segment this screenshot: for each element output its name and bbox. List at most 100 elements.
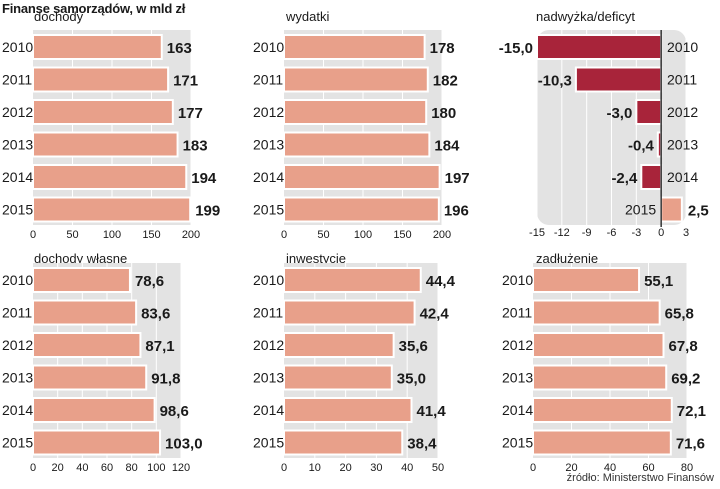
x-tick-label: 40 <box>401 462 413 474</box>
value-label: 194 <box>191 170 217 187</box>
x-tick-label: 80 <box>681 462 693 474</box>
source-note: źródło: Ministerstwo Finansów <box>566 472 714 484</box>
bar <box>32 164 188 190</box>
value-label: 69,2 <box>671 371 700 388</box>
value-label: 87,1 <box>145 338 174 355</box>
x-tick-label: -15 <box>529 227 545 239</box>
bar <box>283 299 416 326</box>
bar <box>283 196 440 223</box>
value-label: 197 <box>445 170 470 187</box>
value-label: 184 <box>434 138 460 155</box>
value-label: 71,6 <box>676 436 705 453</box>
x-tick-label: 100 <box>354 229 372 241</box>
year-label: 2014 <box>253 169 284 185</box>
bar <box>660 196 683 223</box>
panel-title: zadłużenie <box>536 251 598 266</box>
bar <box>32 99 174 125</box>
value-label: 199 <box>195 203 220 220</box>
bar <box>536 34 663 60</box>
year-label: 2013 <box>502 370 533 386</box>
value-label: -15,0 <box>499 40 533 57</box>
year-label: 2010 <box>2 39 33 55</box>
x-tick-label: 50 <box>317 229 329 241</box>
year-label: 2010 <box>667 39 698 55</box>
year-label: 2012 <box>253 337 284 353</box>
x-tick-label: 0 <box>281 229 287 241</box>
bar <box>283 267 422 293</box>
x-tick-label: 120 <box>172 462 190 474</box>
bar <box>32 267 131 293</box>
bar <box>635 99 663 125</box>
x-tick-label: 30 <box>370 462 382 474</box>
year-label: 2010 <box>253 39 284 55</box>
value-label: 91,8 <box>151 371 180 388</box>
x-tick-label: 60 <box>101 462 113 474</box>
year-label: 2015 <box>2 435 33 451</box>
panel-title: nadwyżka/deficyt <box>536 9 635 24</box>
bar <box>283 99 428 125</box>
x-tick-label: 100 <box>103 229 121 241</box>
x-tick-label: -3 <box>631 227 641 239</box>
x-tick-label: 200 <box>433 229 451 241</box>
figure-title: Finanse samorządów, w mld zł <box>2 1 186 16</box>
year-label: 2011 <box>667 72 697 88</box>
x-tick-label: 0 <box>30 229 36 241</box>
year-label: 2011 <box>502 305 532 321</box>
value-label: 35,0 <box>397 371 426 388</box>
bar <box>532 429 672 456</box>
value-label: -3,0 <box>606 105 632 122</box>
year-label: 2012 <box>2 337 33 353</box>
year-label: 2011 <box>2 72 32 88</box>
x-tick-label: 150 <box>393 229 411 241</box>
bar <box>532 397 673 423</box>
x-tick-label: 20 <box>52 462 64 474</box>
panel-title: dochody <box>34 9 84 24</box>
value-label: 171 <box>173 73 198 90</box>
year-label: 2014 <box>2 169 33 185</box>
year-label: 2014 <box>2 402 33 418</box>
x-tick-label: 20 <box>339 462 351 474</box>
value-label: -0,4 <box>628 138 655 155</box>
bar <box>532 267 641 293</box>
year-label: 2015 <box>253 202 284 218</box>
year-label: 2010 <box>2 272 33 288</box>
bar <box>532 299 661 326</box>
x-tick-label: 20 <box>565 462 577 474</box>
value-label: 42,4 <box>420 306 450 323</box>
value-label: -10,3 <box>538 73 572 90</box>
x-tick-label: 0 <box>30 462 36 474</box>
value-label: 178 <box>430 40 455 57</box>
bar <box>532 332 665 358</box>
bar <box>283 164 441 190</box>
year-label: 2015 <box>625 202 656 218</box>
value-label: 72,1 <box>677 403 706 420</box>
value-label: 44,4 <box>426 273 456 290</box>
year-label: 2011 <box>2 305 32 321</box>
year-label: 2014 <box>253 402 284 418</box>
x-tick-label: -6 <box>607 227 617 239</box>
year-label: 2011 <box>253 305 283 321</box>
bar <box>32 131 179 158</box>
value-label: 83,6 <box>141 306 170 323</box>
bar <box>32 34 163 60</box>
x-tick-label: 0 <box>530 462 536 474</box>
x-tick-label: 60 <box>642 462 654 474</box>
year-label: 2011 <box>253 72 283 88</box>
bar <box>283 397 413 423</box>
bar <box>532 364 668 391</box>
panel-title: inwestycje <box>286 251 346 266</box>
bar <box>32 364 148 391</box>
year-label: 2014 <box>667 169 698 185</box>
bar <box>283 66 429 93</box>
year-label: 2013 <box>2 370 33 386</box>
value-label: 38,4 <box>407 436 437 453</box>
x-tick-label: 50 <box>66 229 78 241</box>
value-label: 67,8 <box>669 338 698 355</box>
value-label: 35,6 <box>399 338 428 355</box>
value-label: 78,6 <box>135 273 164 290</box>
bar <box>283 34 426 60</box>
bar <box>640 164 663 190</box>
x-tick-label: 200 <box>182 229 200 241</box>
